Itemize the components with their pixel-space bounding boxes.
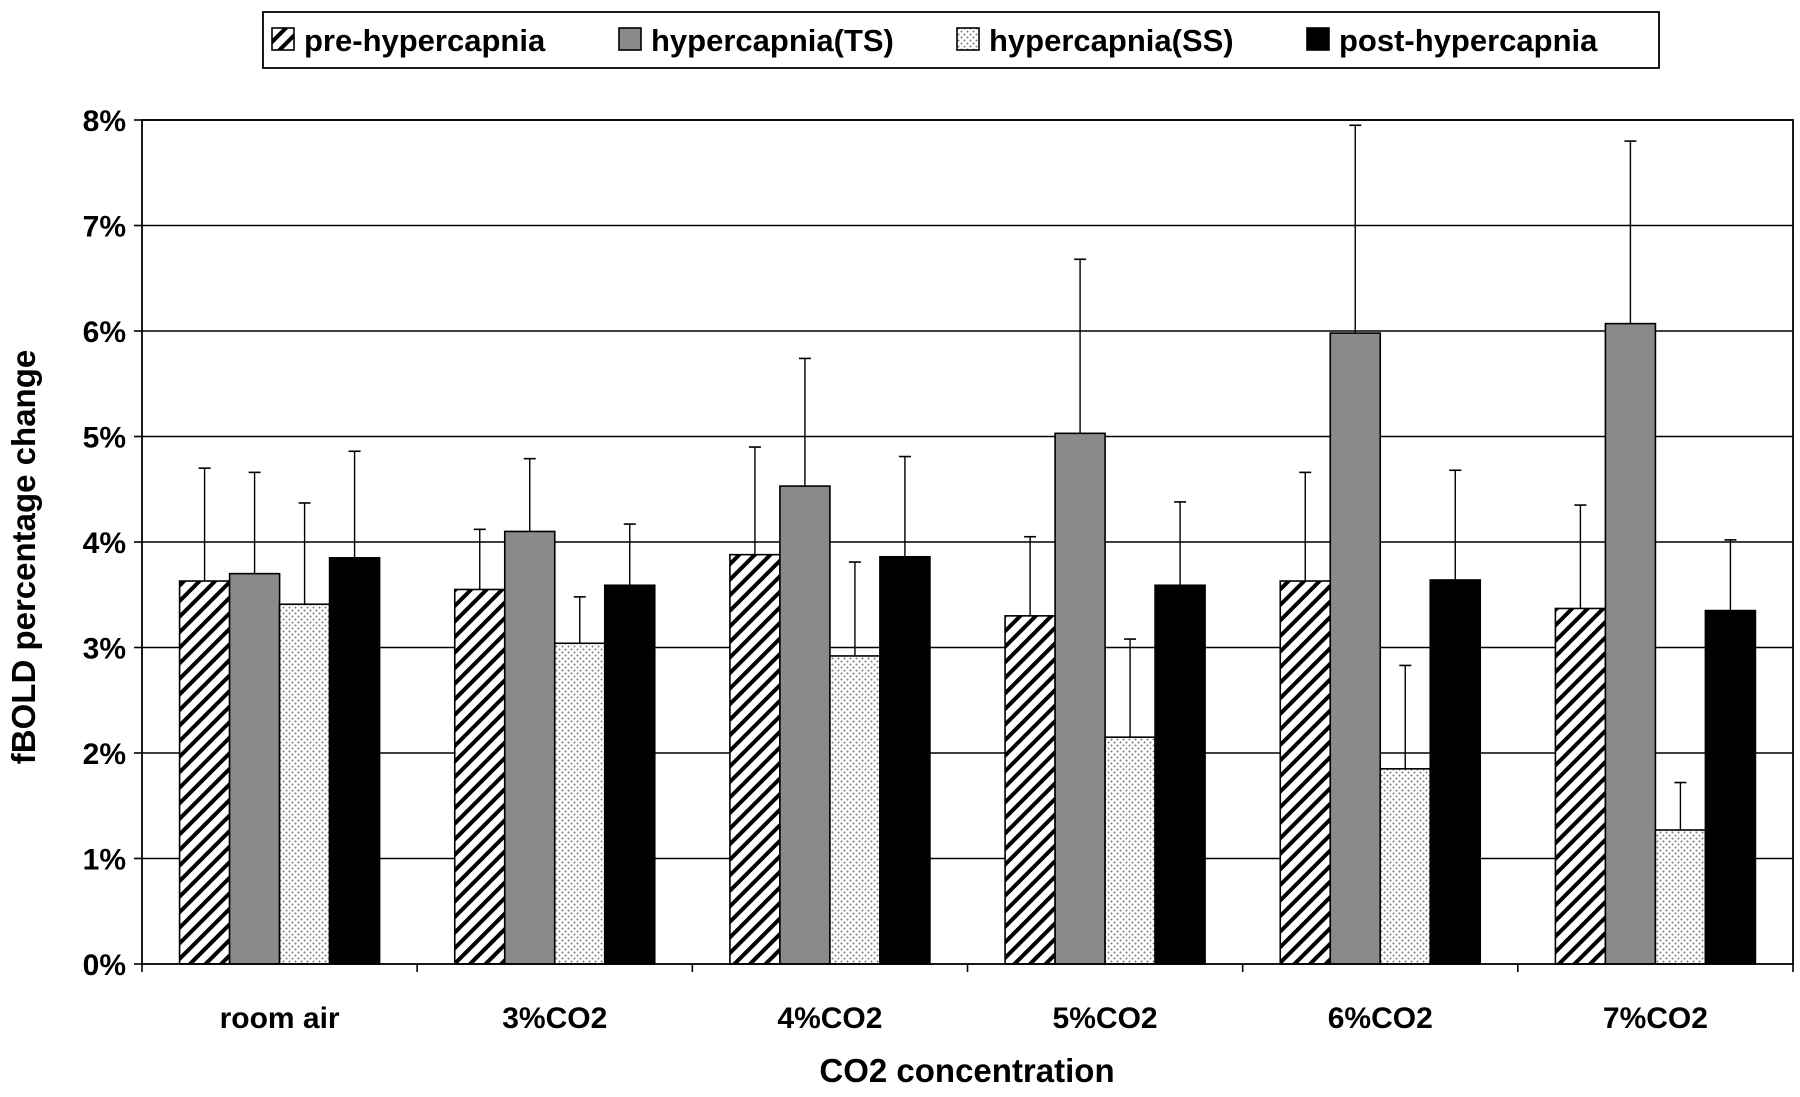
- bar-dotted-2: [829, 655, 881, 965]
- bar-solid-gray-1: [503, 530, 556, 965]
- bar-diagonal-hatch-1: [453, 588, 506, 965]
- y-tick-label: 2%: [83, 738, 126, 771]
- legend-label: pre-hypercapnia: [304, 23, 546, 58]
- y-tick-label: 3%: [83, 633, 126, 666]
- bar-diagonal-hatch-5: [1554, 607, 1607, 965]
- legend-swatch-solid-gray: [618, 27, 642, 51]
- bar-diagonal-hatch-0: [178, 580, 231, 965]
- bar-solid-gray-5: [1604, 322, 1657, 965]
- legend-label: post-hypercapnia: [1339, 23, 1598, 58]
- bar-diagonal-hatch-3: [1004, 615, 1056, 965]
- legend-label: hypercapnia(TS): [651, 23, 894, 58]
- legend-swatch-diagonal-hatch: [271, 27, 295, 51]
- bar-diagonal-hatch-2: [729, 553, 781, 965]
- legend-swatch-dotted: [956, 27, 980, 51]
- x-axis-title: CO2 concentration: [819, 1052, 1114, 1089]
- y-tick-label: 5%: [83, 422, 126, 455]
- x-category-label: 4%CO2: [777, 1002, 882, 1035]
- bar-solid-gray-2: [779, 485, 831, 965]
- bar-diagonal-hatch-4: [1279, 580, 1332, 965]
- bar-solid-black-2: [879, 555, 931, 965]
- legend-swatch-solid-black: [1306, 27, 1330, 51]
- y-tick-label: 6%: [83, 316, 126, 349]
- bar-solid-gray-4: [1329, 332, 1382, 965]
- x-category-labels: room air 3%CO2 4%CO2 5%CO2 6%CO2 7%CO2: [220, 1002, 1708, 1035]
- y-tick-label: 1%: [83, 844, 126, 877]
- y-tick-label: 7%: [83, 211, 126, 244]
- bar-solid-gray-3: [1054, 432, 1106, 965]
- gridlines: [142, 119, 1793, 860]
- y-tick-label: 8%: [83, 105, 126, 138]
- bar-solid-black-0: [328, 557, 381, 965]
- y-tick-labels: 0% 1% 2% 3% 4% 5% 6% 7% 8%: [83, 105, 126, 982]
- bar-solid-gray-0: [228, 572, 281, 965]
- bar-dotted-5: [1654, 829, 1707, 965]
- y-tick-label: 0%: [83, 949, 126, 982]
- x-category-label: 3%CO2: [502, 1002, 607, 1035]
- bar-dotted-0: [278, 603, 331, 965]
- x-category-label: room air: [220, 1002, 340, 1035]
- legend: pre-hypercapnia hypercapnia(TS) hypercapni…: [262, 11, 1660, 69]
- bar-dotted-3: [1104, 736, 1156, 965]
- bar-solid-black-4: [1429, 579, 1482, 965]
- y-axis-title: fBOLD percentage change: [5, 350, 42, 764]
- x-category-label: 5%CO2: [1053, 1002, 1158, 1035]
- bars: [178, 322, 1757, 965]
- x-category-label: 7%CO2: [1603, 1002, 1708, 1035]
- bar-solid-black-3: [1154, 584, 1206, 965]
- error-bars: [198, 124, 1737, 831]
- bar-dotted-1: [553, 642, 606, 965]
- x-category-label: 6%CO2: [1328, 1002, 1433, 1035]
- bar-solid-black-1: [603, 584, 656, 965]
- bar-dotted-4: [1379, 768, 1432, 965]
- bar-solid-black-5: [1704, 609, 1757, 965]
- y-tick-label: 4%: [83, 527, 126, 560]
- axes: [134, 119, 1794, 972]
- legend-label: hypercapnia(SS): [989, 23, 1234, 58]
